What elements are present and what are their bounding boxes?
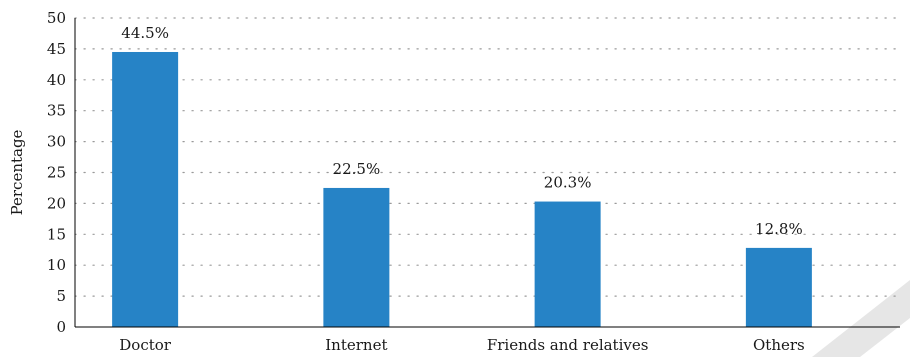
x-category-label: Doctor bbox=[119, 336, 172, 354]
bar-others bbox=[745, 247, 812, 327]
bar-doctor bbox=[112, 51, 179, 328]
data-label: 22.5% bbox=[333, 160, 381, 178]
y-axis-ticks: 0 5 10 15 20 25 30 35 40 45 50 bbox=[47, 9, 66, 336]
watermark-stripe bbox=[812, 280, 910, 357]
bar-internet bbox=[323, 187, 390, 327]
data-labels: 44.5% 22.5% 20.3% 12.8% bbox=[121, 24, 802, 238]
x-category-label: Friends and relatives bbox=[487, 336, 649, 354]
y-tick-label: 0 bbox=[56, 318, 66, 336]
y-tick-label: 25 bbox=[47, 164, 66, 182]
data-label: 20.3% bbox=[544, 174, 592, 192]
y-tick-label: 15 bbox=[47, 225, 66, 243]
y-tick-label: 40 bbox=[47, 71, 66, 89]
y-tick-label: 20 bbox=[47, 194, 66, 212]
y-tick-label: 35 bbox=[47, 102, 66, 120]
x-category-label: Others bbox=[753, 336, 805, 354]
bar-friends-and-relatives bbox=[534, 201, 601, 327]
y-axis-title: Percentage bbox=[8, 129, 26, 215]
x-axis-categories: Doctor Internet Friends and relatives Other… bbox=[119, 336, 804, 354]
y-tick-label: 30 bbox=[47, 133, 66, 151]
y-tick-label: 5 bbox=[56, 287, 66, 305]
bars bbox=[112, 51, 812, 328]
x-category-label: Internet bbox=[325, 336, 387, 354]
y-tick-label: 50 bbox=[47, 9, 66, 27]
y-tick-label: 10 bbox=[47, 256, 66, 274]
data-label: 44.5% bbox=[121, 24, 169, 42]
y-tick-label: 45 bbox=[47, 40, 66, 58]
data-label: 12.8% bbox=[755, 220, 803, 238]
